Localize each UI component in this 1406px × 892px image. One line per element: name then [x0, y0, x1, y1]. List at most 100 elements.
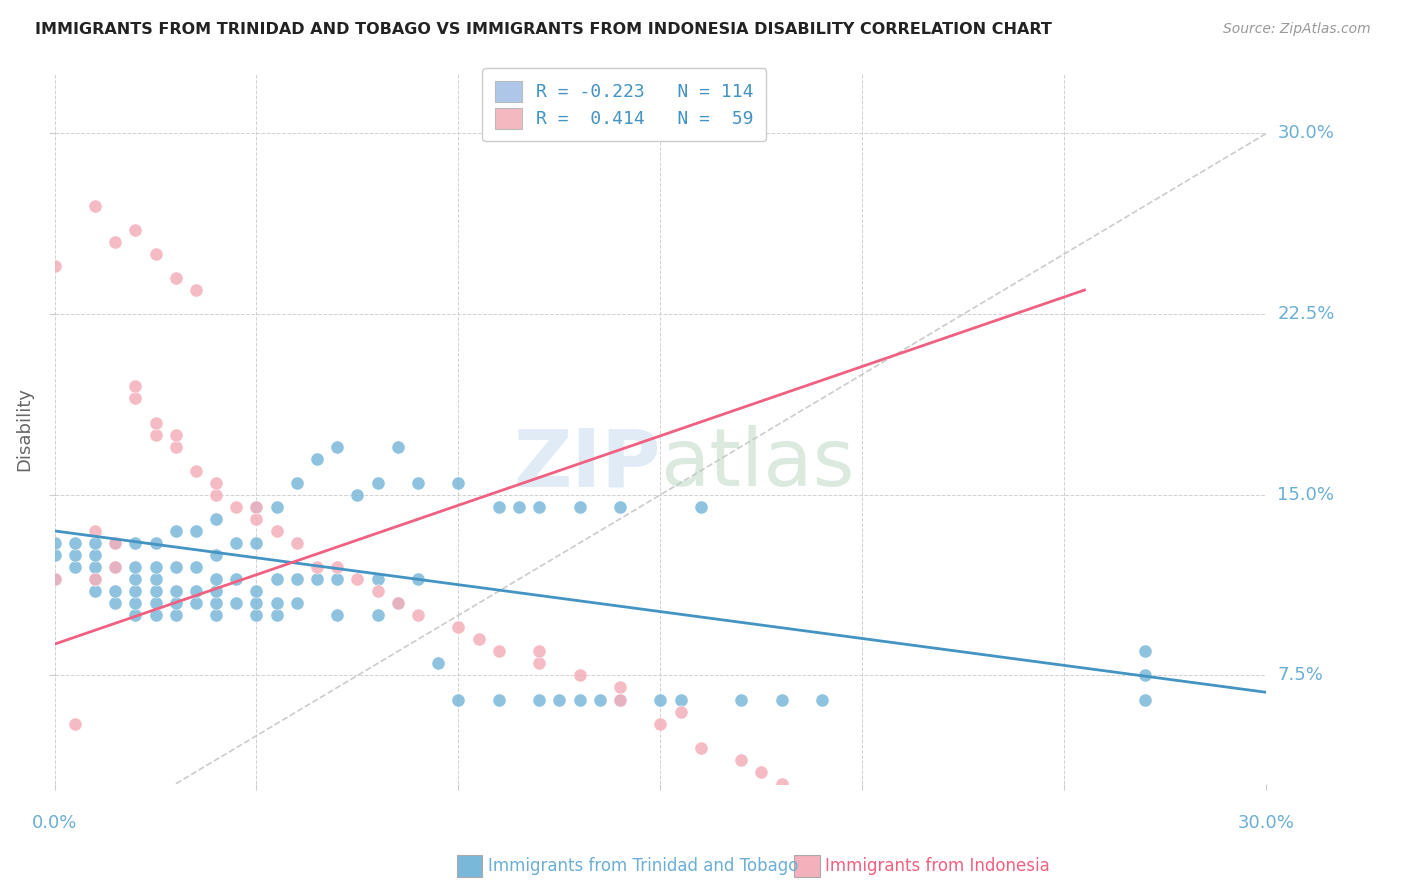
- Point: [307, 560, 329, 574]
- Point: [104, 536, 127, 550]
- Point: [205, 596, 228, 610]
- Text: Immigrants from Indonesia: Immigrants from Indonesia: [825, 857, 1050, 875]
- Point: [165, 440, 187, 454]
- Point: [266, 524, 288, 538]
- Point: [770, 692, 793, 706]
- Point: [124, 572, 146, 586]
- Point: [184, 464, 207, 478]
- Point: [406, 572, 429, 586]
- Point: [165, 596, 187, 610]
- Point: [205, 572, 228, 586]
- Text: 0.0%: 0.0%: [32, 814, 77, 832]
- Point: [165, 584, 187, 599]
- Point: [184, 596, 207, 610]
- Point: [205, 475, 228, 490]
- Point: [84, 584, 107, 599]
- Point: [104, 560, 127, 574]
- Point: [669, 705, 692, 719]
- Point: [245, 596, 267, 610]
- Point: [326, 608, 349, 623]
- Point: [1114, 849, 1136, 863]
- Point: [145, 596, 167, 610]
- Point: [650, 692, 672, 706]
- Point: [124, 608, 146, 623]
- Point: [529, 500, 551, 514]
- Point: [447, 620, 470, 634]
- Text: 15.0%: 15.0%: [1278, 486, 1334, 504]
- Point: [165, 524, 187, 538]
- Point: [326, 440, 349, 454]
- Point: [84, 524, 107, 538]
- Point: [124, 560, 146, 574]
- Point: [447, 475, 470, 490]
- Point: [124, 584, 146, 599]
- Point: [84, 548, 107, 562]
- Point: [326, 560, 349, 574]
- Point: [44, 572, 66, 586]
- Point: [145, 572, 167, 586]
- Legend: R = -0.223   N = 114, R =  0.414   N =  59: R = -0.223 N = 114, R = 0.414 N = 59: [482, 68, 766, 141]
- Point: [285, 572, 308, 586]
- Point: [609, 681, 631, 695]
- Point: [609, 692, 631, 706]
- Point: [266, 608, 288, 623]
- Point: [1133, 849, 1156, 863]
- Point: [1012, 849, 1035, 863]
- Point: [205, 548, 228, 562]
- Point: [650, 716, 672, 731]
- Point: [63, 716, 86, 731]
- Point: [508, 500, 530, 514]
- Point: [891, 813, 914, 827]
- Y-axis label: Disability: Disability: [15, 386, 32, 471]
- Point: [84, 536, 107, 550]
- Point: [245, 536, 267, 550]
- Point: [124, 536, 146, 550]
- Point: [165, 560, 187, 574]
- Point: [184, 283, 207, 297]
- Point: [184, 524, 207, 538]
- Text: atlas: atlas: [661, 425, 855, 503]
- Point: [104, 560, 127, 574]
- Point: [44, 536, 66, 550]
- Point: [245, 608, 267, 623]
- Point: [205, 608, 228, 623]
- Point: [367, 475, 389, 490]
- Point: [84, 572, 107, 586]
- Point: [145, 416, 167, 430]
- Point: [124, 392, 146, 406]
- Point: [104, 536, 127, 550]
- Point: [589, 692, 612, 706]
- Point: [84, 560, 107, 574]
- Point: [184, 584, 207, 599]
- Point: [63, 536, 86, 550]
- Point: [326, 572, 349, 586]
- Point: [124, 223, 146, 237]
- Point: [205, 584, 228, 599]
- Point: [165, 427, 187, 442]
- Point: [184, 560, 207, 574]
- Point: [145, 536, 167, 550]
- Point: [689, 500, 711, 514]
- Point: [387, 596, 409, 610]
- Point: [488, 692, 510, 706]
- Point: [529, 657, 551, 671]
- Point: [346, 488, 368, 502]
- Point: [548, 692, 571, 706]
- Point: [447, 692, 470, 706]
- Point: [63, 560, 86, 574]
- Point: [245, 512, 267, 526]
- Point: [225, 536, 247, 550]
- Point: [387, 440, 409, 454]
- Point: [367, 608, 389, 623]
- Point: [307, 451, 329, 466]
- Point: [145, 608, 167, 623]
- Point: [145, 584, 167, 599]
- Point: [488, 644, 510, 658]
- Text: 22.5%: 22.5%: [1278, 305, 1334, 323]
- Point: [266, 596, 288, 610]
- Point: [932, 825, 955, 839]
- Point: [44, 572, 66, 586]
- Point: [266, 500, 288, 514]
- Point: [84, 572, 107, 586]
- Text: 7.5%: 7.5%: [1278, 666, 1323, 684]
